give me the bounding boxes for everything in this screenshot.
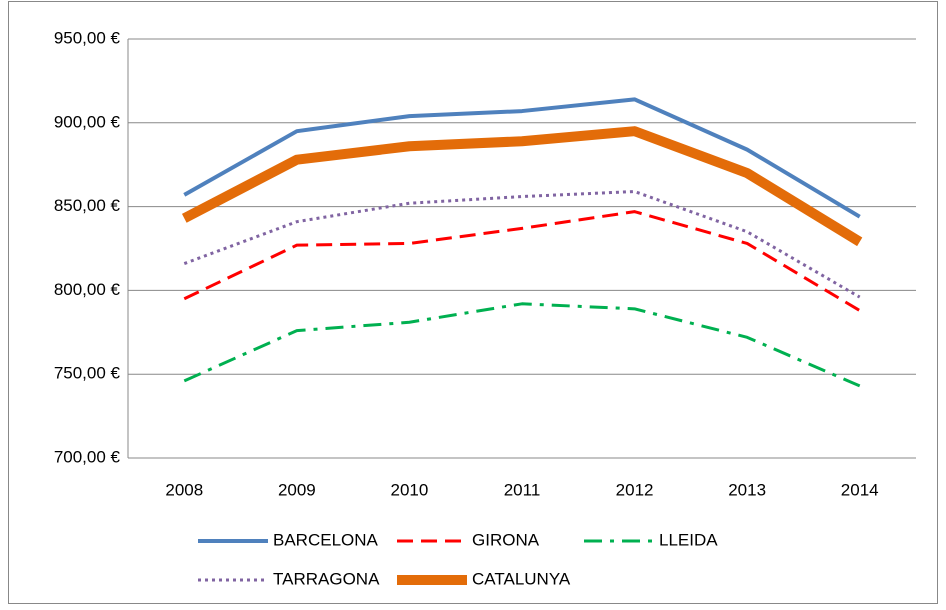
legend-label: GIRONA [472, 530, 540, 549]
x-tick-label: 2013 [728, 480, 766, 499]
legend-label: CATALUNYA [472, 569, 571, 588]
y-tick-label: 800,00 € [54, 280, 121, 299]
y-tick-label: 750,00 € [54, 364, 121, 383]
y-tick-label: 700,00 € [54, 447, 121, 466]
series-line [181, 126, 863, 247]
y-tick-label: 900,00 € [54, 112, 121, 131]
chart-frame [8, 1, 938, 604]
y-tick-label: 850,00 € [54, 196, 121, 215]
x-tick-label: 2010 [391, 480, 429, 499]
y-tick-label: 950,00 € [54, 28, 121, 47]
legend-label: TARRAGONA [273, 569, 380, 588]
legend-label: BARCELONA [273, 530, 379, 549]
series-line [183, 190, 861, 299]
series-line [183, 97, 861, 219]
x-tick-label: 2014 [841, 480, 879, 499]
x-tick-label: 2012 [616, 480, 654, 499]
series-line [183, 210, 861, 312]
x-tick-label: 2008 [165, 480, 203, 499]
legend-label: LLEIDA [659, 530, 718, 549]
x-tick-label: 2011 [504, 480, 541, 499]
series-line [183, 302, 861, 388]
x-tick-label: 2009 [278, 480, 316, 499]
